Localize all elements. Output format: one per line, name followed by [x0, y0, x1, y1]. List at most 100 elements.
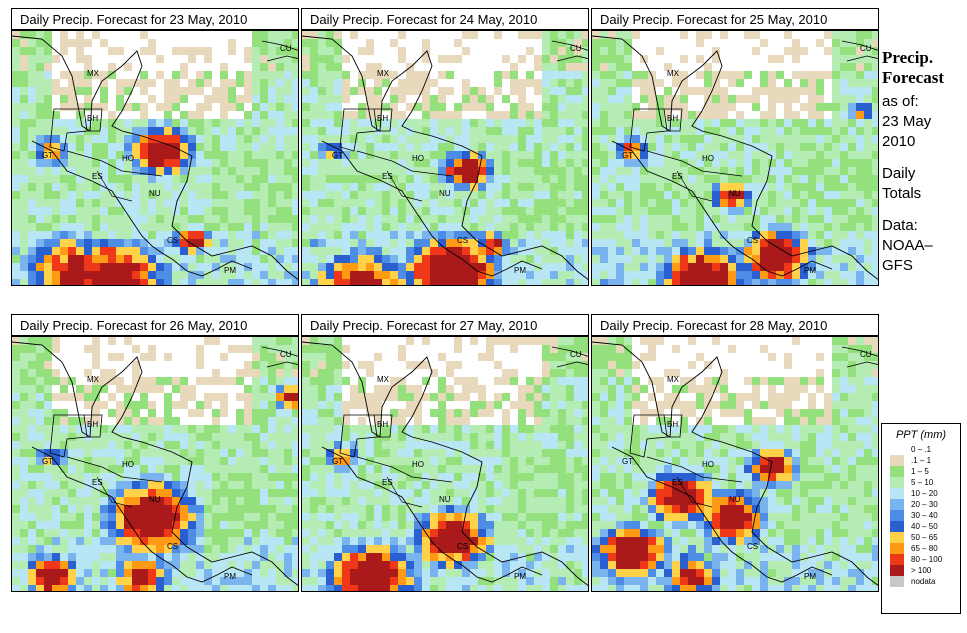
- side-title-line2: Forecast: [882, 68, 944, 87]
- country-label-es: ES: [672, 172, 683, 181]
- legend-swatch: [890, 444, 904, 455]
- coastline: [261, 40, 298, 51]
- side-title: Precip. Forecast: [882, 48, 966, 88]
- legend-swatch: [890, 532, 904, 543]
- panel-title: Daily Precip. Forecast for 24 May, 2010: [301, 8, 589, 30]
- country-label-pm: PM: [224, 266, 236, 275]
- legend-swatch: [890, 488, 904, 499]
- legend-label: 20 – 30: [911, 500, 938, 509]
- legend-label: 65 – 80: [911, 544, 938, 553]
- country-label-gt: GT: [332, 457, 343, 466]
- legend-swatch: [890, 521, 904, 532]
- country-label-nu: NU: [729, 495, 741, 504]
- country-label-cs: CS: [167, 236, 178, 245]
- legend-item: 1 – 5: [890, 466, 960, 477]
- legend-item: .1 – 1: [890, 455, 960, 466]
- coastline: [592, 35, 878, 281]
- as-of-day: 23 May: [882, 113, 932, 130]
- country-label-es: ES: [92, 172, 103, 181]
- legend-label: nodata: [911, 577, 936, 586]
- forecast-panel-23-may: Daily Precip. Forecast for 23 May, 2010 …: [11, 8, 299, 286]
- country-label-es: ES: [382, 172, 393, 181]
- data-source-line2: NOAA–: [882, 237, 933, 254]
- panel-title: Daily Precip. Forecast for 27 May, 2010: [301, 314, 589, 336]
- coastline: [356, 456, 453, 483]
- coastline: [386, 476, 423, 508]
- country-label-mx: MX: [87, 375, 100, 384]
- coastline: [646, 456, 743, 483]
- precip-map: MX BH GT HO ES NU CS PM CU: [301, 336, 589, 592]
- country-label-bh: BH: [87, 114, 98, 123]
- country-label-ho: HO: [702, 460, 714, 469]
- country-label-bh: BH: [87, 420, 98, 429]
- coastline: [846, 361, 878, 368]
- country-label-cs: CS: [167, 542, 178, 551]
- totals-line2: Totals: [882, 185, 922, 202]
- as-of-date: as of: 23 May 2010: [882, 92, 966, 152]
- coastline: [551, 40, 588, 51]
- legend-item: nodata: [890, 576, 960, 587]
- legend-swatch: [890, 455, 904, 466]
- country-label-ho: HO: [122, 460, 134, 469]
- coastline: [66, 456, 163, 483]
- country-label-mx: MX: [87, 69, 100, 78]
- legend-item: 50 – 65: [890, 532, 960, 543]
- country-label-pm: PM: [514, 572, 526, 581]
- as-of-label: as of:: [882, 93, 919, 110]
- country-label-mx: MX: [667, 375, 680, 384]
- side-title-line1: Precip.: [882, 48, 934, 67]
- country-label-ho: HO: [702, 154, 714, 163]
- precip-map: MX BH GT HO ES NU CS PM CU: [11, 336, 299, 592]
- legend-label: 50 – 65: [911, 533, 938, 542]
- legend-rows: 0 – .1 .1 – 1 1 – 5 5 – 10 10 – 20 20 – 30 30 …: [882, 444, 960, 587]
- coastline: [266, 361, 298, 368]
- forecast-panel-24-may: Daily Precip. Forecast for 24 May, 2010 …: [301, 8, 589, 286]
- data-source-line3: GFS: [882, 257, 913, 274]
- coastline: [556, 361, 588, 368]
- ppt-legend: PPT (mm) 0 – .1 .1 – 1 1 – 5 5 – 10 10 – 20 2…: [881, 423, 961, 614]
- precip-map: MX BH GT HO ES NU CS PM CU: [11, 30, 299, 286]
- country-label-nu: NU: [149, 189, 161, 198]
- map-svg: MX BH GT HO ES NU CS PM CU: [302, 31, 588, 285]
- coastline: [841, 346, 878, 357]
- legend-swatch: [890, 499, 904, 510]
- legend-item: 10 – 20: [890, 488, 960, 499]
- map-svg: MX BH GT HO ES NU CS PM CU: [12, 31, 298, 285]
- legend-item: 0 – .1: [890, 444, 960, 455]
- coastline: [321, 446, 543, 583]
- legend-item: 20 – 30: [890, 499, 960, 510]
- country-label-pm: PM: [804, 266, 816, 275]
- country-label-gt: GT: [332, 151, 343, 160]
- country-label-pm: PM: [804, 572, 816, 581]
- legend-swatch: [890, 576, 904, 587]
- legend-item: > 100: [890, 565, 960, 576]
- country-label-nu: NU: [729, 189, 741, 198]
- country-label-cu: CU: [570, 350, 582, 359]
- as-of-year: 2010: [882, 133, 916, 150]
- country-label-nu: NU: [439, 495, 451, 504]
- coastline: [846, 55, 878, 62]
- coastline: [321, 140, 543, 277]
- legend-label: 1 – 5: [911, 467, 929, 476]
- country-label-mx: MX: [377, 69, 390, 78]
- forecast-panel-26-may: Daily Precip. Forecast for 26 May, 2010 …: [11, 314, 299, 592]
- country-label-cs: CS: [457, 236, 468, 245]
- legend-swatch: [890, 510, 904, 521]
- coastline: [96, 476, 133, 508]
- country-label-gt: GT: [622, 151, 633, 160]
- panel-title: Daily Precip. Forecast for 26 May, 2010: [11, 314, 299, 336]
- coastline: [611, 446, 833, 583]
- legend-label: .1 – 1: [911, 456, 932, 465]
- precip-map: MX BH GT HO ES NU CS PM CU: [591, 30, 879, 286]
- coastline: [374, 414, 393, 438]
- coastline: [592, 341, 878, 587]
- coastline: [646, 150, 743, 177]
- coastline: [66, 150, 163, 177]
- legend-title: PPT (mm): [895, 429, 947, 441]
- country-label-ho: HO: [412, 460, 424, 469]
- legend-item: 30 – 40: [890, 510, 960, 521]
- country-label-cu: CU: [280, 350, 292, 359]
- legend-label: 30 – 40: [911, 511, 938, 520]
- totals-note: Daily Totals: [882, 164, 966, 204]
- coastline: [676, 476, 713, 508]
